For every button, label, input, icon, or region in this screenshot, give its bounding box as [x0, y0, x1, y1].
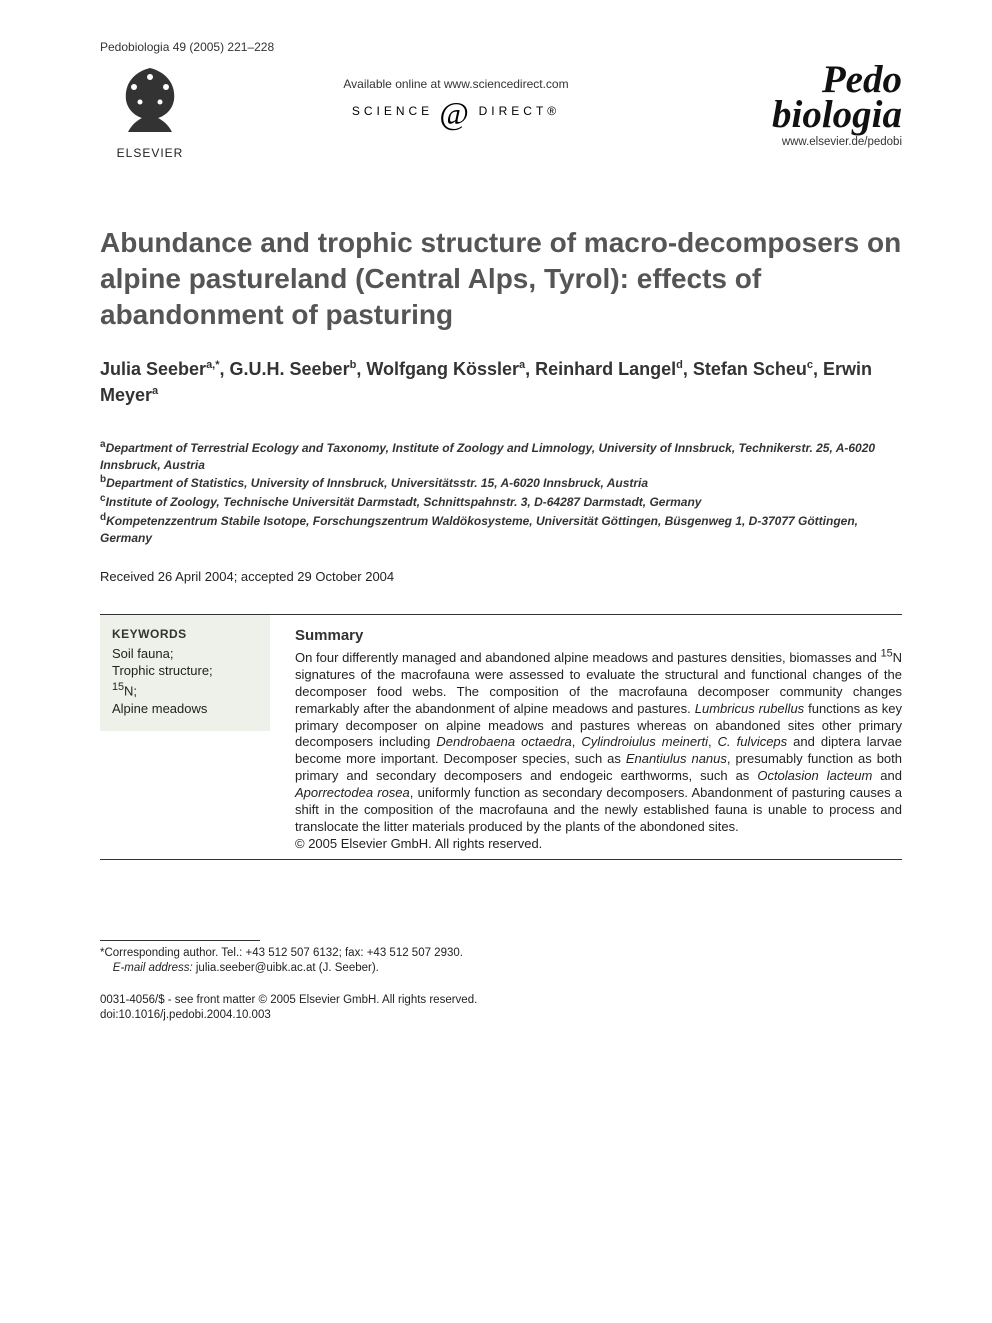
publisher-name: ELSEVIER: [117, 146, 184, 160]
doi: doi:10.1016/j.pedobi.2004.10.003: [100, 1008, 902, 1024]
sd-at-icon: @: [437, 104, 474, 123]
corresponding-line1: *Corresponding author. Tel.: +43 512 507…: [100, 946, 902, 962]
article-title: Abundance and trophic structure of macro…: [100, 225, 902, 332]
elsevier-tree-icon: [114, 62, 186, 144]
journal-title: Pedo biologia: [772, 62, 902, 132]
aff-text: Department of Statistics, University of …: [106, 476, 648, 490]
header-row: ELSEVIER Available online at www.science…: [100, 62, 902, 160]
affiliation-d: dKompetenzzentrum Stabile Isotope, Forsc…: [100, 511, 902, 547]
affiliation-c: cInstitute of Zoology, Technische Univer…: [100, 492, 902, 511]
affiliations: aDepartment of Terrestrial Ecology and T…: [100, 438, 902, 547]
availability-text: Available online at www.sciencedirect.co…: [200, 77, 712, 91]
keywords-heading: KEYWORDS: [112, 627, 258, 641]
page: Pedobiologia 49 (2005) 221–228 ELSEVIER …: [0, 0, 992, 1074]
aff-text: Kompetenzzentrum Stabile Isotope, Forsch…: [100, 514, 858, 545]
affiliation-b: bDepartment of Statistics, University of…: [100, 473, 902, 492]
summary-heading: Summary: [295, 627, 902, 644]
footnote-divider: [100, 940, 260, 941]
science-direct-logo: SCIENCE @ DIRECT®: [352, 101, 560, 120]
journal-block: Pedo biologia www.elsevier.de/pedobi: [712, 62, 902, 148]
keywords-box: KEYWORDS Soil fauna;Trophic structure;15…: [100, 615, 270, 732]
abstract-row: KEYWORDS Soil fauna;Trophic structure;15…: [100, 615, 902, 853]
aff-text: Institute of Zoology, Technische Univers…: [106, 495, 702, 509]
corresponding-author: *Corresponding author. Tel.: +43 512 507…: [100, 946, 902, 977]
article-dates: Received 26 April 2004; accepted 29 Octo…: [100, 569, 902, 584]
divider-bottom: [100, 859, 902, 860]
sd-left: SCIENCE: [352, 104, 433, 118]
email-value[interactable]: julia.seeber@uibk.ac.at (J. Seeber).: [196, 962, 379, 974]
summary-body: On four differently managed and abandone…: [295, 647, 902, 853]
journal-url[interactable]: www.elsevier.de/pedobi: [782, 136, 902, 148]
front-matter: 0031-4056/$ - see front matter © 2005 El…: [100, 993, 902, 1024]
summary-text: On four differently managed and abandone…: [295, 650, 902, 834]
journal-title-line2: biologia: [772, 93, 902, 136]
email-label: E-mail address:: [113, 962, 193, 974]
availability-block: Available online at www.sciencedirect.co…: [200, 62, 712, 120]
front-matter-line1: 0031-4056/$ - see front matter © 2005 El…: [100, 993, 902, 1009]
affiliation-a: aDepartment of Terrestrial Ecology and T…: [100, 438, 902, 474]
corresponding-email: E-mail address: julia.seeber@uibk.ac.at …: [100, 961, 902, 977]
keywords-list: Soil fauna;Trophic structure;15N;Alpine …: [112, 645, 258, 718]
authors-list: Julia Seebera,*, G.U.H. Seeberb, Wolfgan…: [100, 357, 902, 407]
summary-copyright: © 2005 Elsevier GmbH. All rights reserve…: [295, 836, 542, 851]
sd-right: DIRECT®: [479, 104, 561, 118]
aff-text: Department of Terrestrial Ecology and Ta…: [100, 441, 875, 472]
publisher-block: ELSEVIER: [100, 62, 200, 160]
journal-reference: Pedobiologia 49 (2005) 221–228: [100, 40, 902, 54]
summary-column: Summary On four differently managed and …: [295, 615, 902, 853]
